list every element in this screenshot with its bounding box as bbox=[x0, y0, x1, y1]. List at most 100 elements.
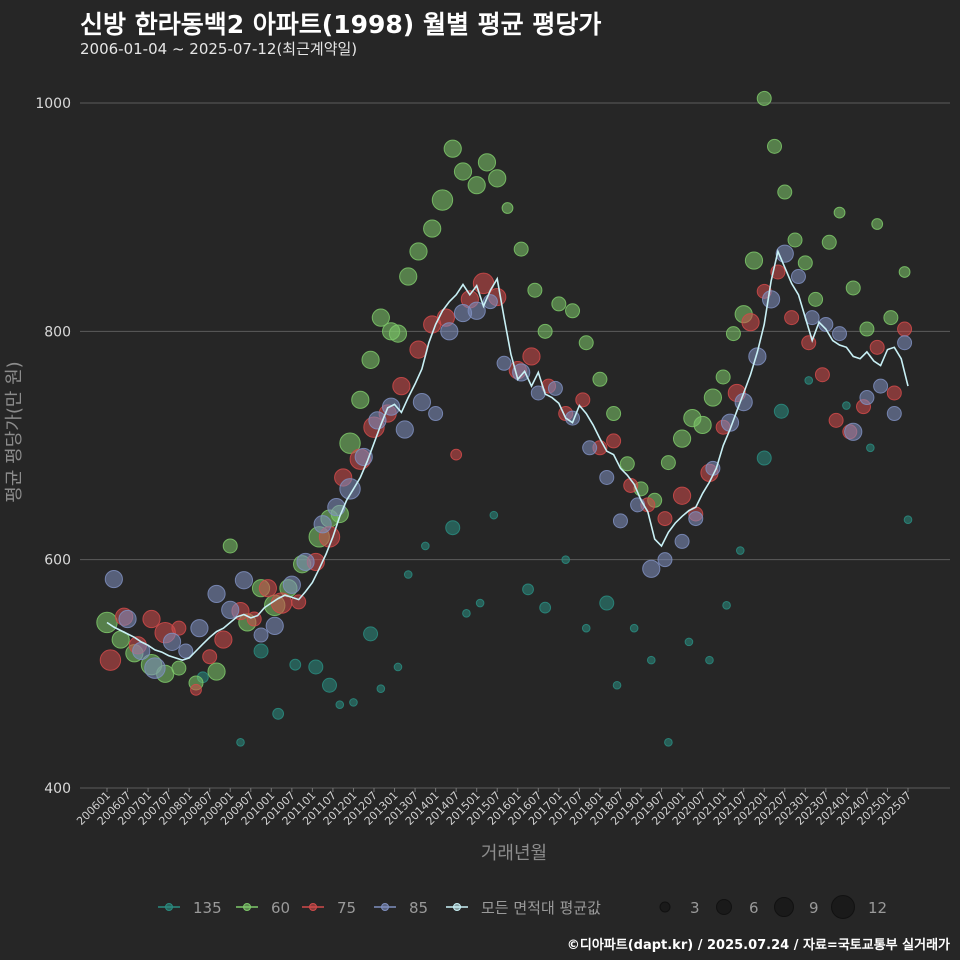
data-point-75 bbox=[291, 594, 307, 610]
legend-size-marker bbox=[659, 901, 671, 913]
data-point-135 bbox=[393, 662, 403, 672]
data-point-75 bbox=[814, 367, 830, 383]
data-point-85 bbox=[412, 393, 432, 412]
data-point-60 bbox=[537, 323, 553, 339]
data-point-60 bbox=[808, 291, 824, 307]
data-point-60 bbox=[725, 326, 741, 342]
data-point-60 bbox=[527, 282, 543, 298]
data-point-60 bbox=[351, 390, 370, 409]
data-point-85 bbox=[395, 420, 414, 439]
data-point-60 bbox=[606, 406, 622, 422]
data-point-75 bbox=[897, 321, 913, 337]
data-point-60 bbox=[767, 138, 782, 154]
data-point-85 bbox=[162, 632, 182, 651]
source-caption: ©디아파트(dapt.kr) / 2025.07.24 / 자료=국토교통부 실… bbox=[566, 938, 950, 953]
data-point-135 bbox=[903, 515, 913, 525]
axes: 4006008001000200601200607200701200707200… bbox=[35, 96, 914, 828]
data-point-75 bbox=[828, 412, 844, 428]
data-point-135 bbox=[646, 655, 656, 665]
data-point-85 bbox=[873, 378, 889, 394]
data-point-60 bbox=[845, 280, 861, 296]
data-point-85 bbox=[612, 513, 628, 529]
data-point-135 bbox=[376, 684, 386, 693]
data-point-60 bbox=[371, 308, 390, 327]
scatter-points bbox=[96, 90, 913, 747]
legend-size-label: 12 bbox=[868, 899, 887, 917]
data-point-135 bbox=[561, 555, 570, 564]
data-point-60 bbox=[898, 266, 911, 278]
data-point-60 bbox=[660, 455, 676, 471]
data-point-85 bbox=[327, 498, 346, 517]
data-point-60 bbox=[339, 432, 361, 454]
y-tick-label: 1000 bbox=[35, 96, 71, 112]
data-point-60 bbox=[821, 234, 837, 250]
data-point-60 bbox=[207, 662, 226, 681]
data-point-135 bbox=[489, 510, 499, 520]
data-point-60 bbox=[715, 369, 731, 385]
data-point-75 bbox=[672, 486, 692, 505]
data-point-85 bbox=[178, 643, 194, 659]
data-point-60 bbox=[756, 90, 772, 106]
data-point-85 bbox=[761, 290, 781, 309]
data-point-75 bbox=[392, 377, 411, 396]
data-point-135 bbox=[612, 680, 622, 690]
data-point-85 bbox=[674, 533, 690, 549]
data-point-85 bbox=[886, 406, 902, 422]
data-point-60 bbox=[871, 218, 884, 230]
data-point-60 bbox=[399, 267, 418, 286]
data-point-135 bbox=[322, 677, 337, 693]
data-point-135 bbox=[363, 626, 379, 642]
chart-title: 신방 한라동백2 아파트(1998) 월별 평균 평당가 bbox=[80, 10, 602, 39]
data-point-135 bbox=[253, 643, 269, 659]
legend-size-label: 6 bbox=[749, 899, 759, 917]
legend-label: 135 bbox=[193, 899, 222, 917]
data-point-85 bbox=[428, 406, 444, 422]
data-point-85 bbox=[144, 657, 166, 679]
data-point-85 bbox=[630, 497, 646, 513]
data-point-75 bbox=[214, 630, 233, 649]
data-point-75 bbox=[190, 683, 202, 696]
data-point-135 bbox=[581, 623, 591, 633]
data-point-85 bbox=[688, 511, 704, 527]
data-point-60 bbox=[477, 153, 497, 172]
data-point-135 bbox=[539, 601, 552, 614]
data-point-75 bbox=[522, 347, 541, 366]
data-point-135 bbox=[705, 655, 714, 665]
data-point-60 bbox=[551, 296, 567, 312]
data-point-60 bbox=[501, 202, 514, 214]
legend-label: 75 bbox=[337, 899, 356, 917]
legend-label: 모든 면적대 평균값 bbox=[481, 899, 601, 917]
data-point-85 bbox=[207, 584, 226, 604]
data-point-85 bbox=[790, 269, 806, 285]
data-point-85 bbox=[234, 571, 254, 590]
data-point-85 bbox=[253, 627, 269, 643]
legend-marker bbox=[309, 903, 317, 911]
data-point-85 bbox=[440, 322, 459, 341]
data-point-60 bbox=[222, 538, 238, 554]
data-point-75 bbox=[409, 340, 428, 359]
data-point-60 bbox=[859, 321, 875, 337]
data-point-135 bbox=[289, 658, 302, 671]
data-point-75 bbox=[869, 339, 885, 355]
data-point-85 bbox=[265, 616, 284, 635]
data-point-60 bbox=[423, 219, 442, 238]
data-point-135 bbox=[236, 738, 245, 747]
chart-subtitle: 2006-01-04 ~ 2025-07-12(최근계약일) bbox=[80, 40, 358, 58]
y-tick-label: 600 bbox=[44, 553, 71, 569]
legend-marker bbox=[165, 903, 173, 911]
legend-label: 85 bbox=[409, 899, 428, 917]
data-point-60 bbox=[453, 162, 473, 181]
y-tick-label: 800 bbox=[44, 324, 71, 340]
data-point-60 bbox=[693, 415, 712, 435]
average-line-layer bbox=[106, 248, 909, 661]
data-point-60 bbox=[833, 206, 846, 219]
data-point-60 bbox=[96, 611, 118, 634]
data-point-135 bbox=[421, 541, 430, 551]
data-point-60 bbox=[467, 176, 486, 195]
data-point-135 bbox=[349, 698, 358, 707]
data-point-85 bbox=[339, 478, 361, 500]
legend-size-label: 9 bbox=[809, 899, 819, 917]
data-point-75 bbox=[657, 511, 673, 527]
data-point-135 bbox=[335, 700, 345, 709]
data-point-85 bbox=[844, 422, 863, 441]
